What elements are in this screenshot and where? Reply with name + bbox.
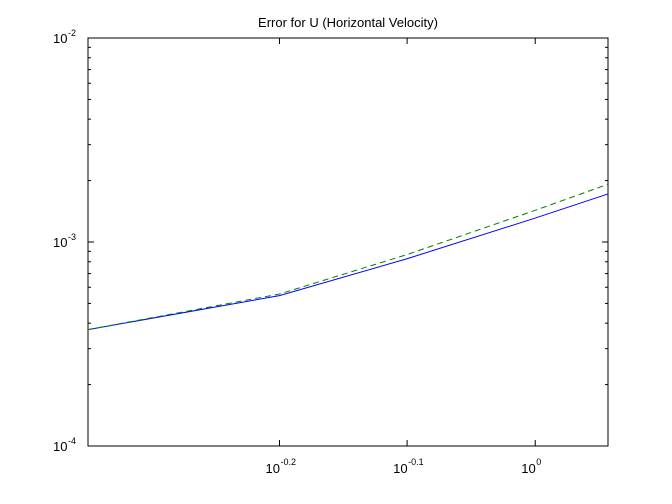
x-tick-label: 10 xyxy=(393,461,407,476)
x-tick-exponent: 0 xyxy=(536,457,541,467)
y-tick-exponent: -4 xyxy=(68,436,76,446)
x-tick-exponent: -0.2 xyxy=(280,457,296,467)
y-tick-label: 10 xyxy=(53,439,67,454)
axes-box xyxy=(87,37,609,447)
y-tick-label: 10 xyxy=(53,235,67,250)
major-ticks xyxy=(88,37,608,447)
x-tick-exponent: -0.1 xyxy=(408,457,424,467)
y-tick-exponent: -3 xyxy=(68,232,76,242)
chart-title: Error for U (Horizontal Velocity) xyxy=(258,15,438,30)
x-tick-label: 10 xyxy=(521,461,535,476)
series-layer xyxy=(87,183,609,331)
x-tick-label: 10 xyxy=(265,461,279,476)
y-tick-exponent: -2 xyxy=(68,28,76,38)
minor-ticks xyxy=(88,46,608,386)
series-line-1 xyxy=(87,193,609,331)
y-tick-label: 10 xyxy=(53,31,67,46)
series-line-2 xyxy=(87,183,609,331)
tick-labels: 10-410-310-210 -0.2 10 -0.1 10 0 xyxy=(53,28,541,476)
